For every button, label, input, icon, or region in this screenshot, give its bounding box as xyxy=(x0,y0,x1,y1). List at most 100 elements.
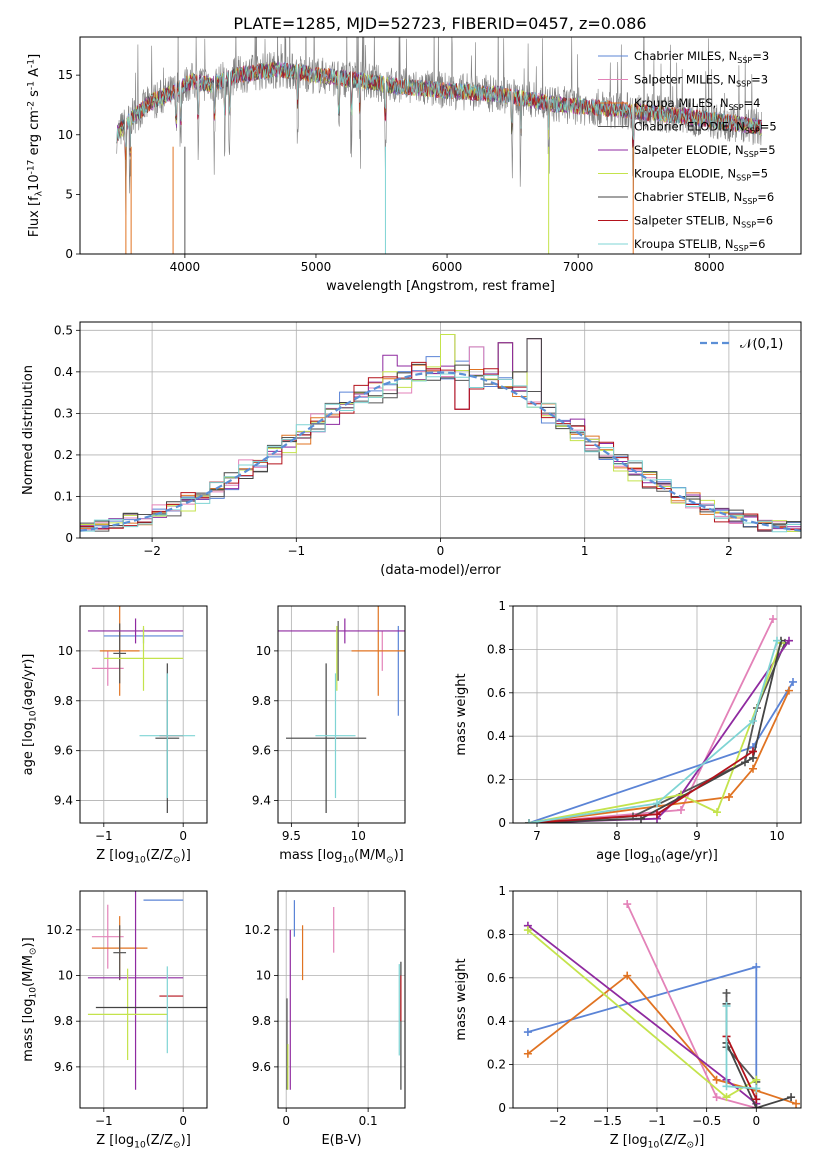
y-tick-label: 10 xyxy=(58,128,73,142)
x-axis-label: Z [log10(Z/Z⊙)] xyxy=(610,1133,705,1150)
weight-series xyxy=(523,962,761,1108)
weight-line xyxy=(527,965,758,1108)
axes-frame xyxy=(512,890,802,1109)
y-tick-label: 0.4 xyxy=(54,365,73,379)
y-tick-label: 0.5 xyxy=(54,323,73,337)
weight-series xyxy=(525,747,757,823)
weight-marker xyxy=(792,1099,801,1108)
errorbar-point xyxy=(91,904,124,969)
age-vs-mass-panel: 9.5 10 9.4 9.6 9.8 10 mass [log10(M/M⊙)] xyxy=(252,605,406,865)
y-tick-label: 10 xyxy=(256,969,271,983)
weight-marker xyxy=(677,805,685,814)
residual-histogram xyxy=(80,373,801,538)
y-tick-label: 0 xyxy=(65,531,73,545)
weight-series xyxy=(722,1002,761,1093)
axes-frame xyxy=(79,36,802,255)
weight-series xyxy=(525,638,785,823)
y-tick-label: 9.6 xyxy=(54,744,73,758)
legend-label: Chabrier MILES, NSSP=3 xyxy=(634,49,769,65)
x-tick-label: 1 xyxy=(581,544,589,558)
y-tick-label: 9.6 xyxy=(252,1060,271,1074)
y-tick-label: 0.6 xyxy=(487,971,506,985)
y-tick-label: 0.8 xyxy=(487,642,506,656)
legend-label: Salpeter ELODIE, NSSP=5 xyxy=(634,143,776,159)
weight-marker xyxy=(525,819,533,823)
y-tick-label: 0.8 xyxy=(487,927,506,941)
weight-series xyxy=(722,988,761,1086)
weight-line xyxy=(528,690,790,823)
x-tick-label: 8000 xyxy=(694,260,725,274)
weight-line xyxy=(725,1042,792,1108)
y-axis-label: mass [log10(M/M⊙)] xyxy=(21,937,38,1061)
weight-vs-age-panel: 7 8 9 10 0 0.2 0.4 0.6 0.8 1 age [log10(age/yr)] ma… xyxy=(454,599,802,865)
errorbar-point xyxy=(139,673,196,799)
age-vs-Z-panel: −1 0 9.4 9.6 9.8 10 Z [log10(Z/Z⊙)] age [log10(… xyxy=(21,605,208,865)
errorbar-point xyxy=(103,625,184,691)
y-tick-label: 9.8 xyxy=(252,1014,271,1028)
errorbar-point xyxy=(286,663,367,814)
weight-marker xyxy=(752,1104,761,1108)
age-vs-Z-plot-area xyxy=(87,606,196,814)
weight-marker xyxy=(623,971,632,980)
errorbar-point xyxy=(87,968,168,1061)
x-tick-label: −1 xyxy=(648,1114,666,1128)
y-tick-label: 9.8 xyxy=(252,694,271,708)
weight-marker xyxy=(773,636,781,645)
weight-marker xyxy=(749,747,757,756)
y-tick-label: 9.8 xyxy=(54,694,73,708)
y-tick-label: 10 xyxy=(58,644,73,658)
y-axis-label: Normed distribution xyxy=(21,365,36,495)
weight-marker xyxy=(752,1075,761,1084)
x-tick-label: −1 xyxy=(287,544,305,558)
residuals-panel: −2 −1 0 1 2 0 0.1 0.2 0.3 0.4 0.5 (data-model)/erro… xyxy=(21,321,802,578)
y-tick-label: 15 xyxy=(58,68,73,82)
weight-marker xyxy=(752,962,761,971)
weight-marker xyxy=(785,686,793,695)
mass-vs-EBV-plot-area xyxy=(286,900,402,1090)
weight-line xyxy=(528,640,778,823)
y-tick-label: 0.4 xyxy=(487,729,506,743)
weight-series xyxy=(525,636,785,823)
x-tick-label: 7 xyxy=(533,829,541,843)
errorbar-point xyxy=(91,650,124,686)
y-tick-label: 10.2 xyxy=(46,923,73,937)
x-axis-label: (data-model)/error xyxy=(380,563,501,578)
legend-label: Chabrier STELIB, NSSP=6 xyxy=(634,190,774,206)
y-tick-label: 10 xyxy=(58,969,73,983)
x-axis-label: mass [log10(M/M⊙)] xyxy=(279,848,403,865)
weight-marker xyxy=(752,1084,761,1093)
x-tick-label: 0 xyxy=(282,1114,290,1128)
residual-histogram xyxy=(80,361,801,538)
y-tick-label: 9.6 xyxy=(252,744,271,758)
y-tick-label: 0.3 xyxy=(54,406,73,420)
x-tick-label: 9 xyxy=(693,829,701,843)
weight-series xyxy=(525,677,797,823)
x-tick-label: −2 xyxy=(549,1114,567,1128)
x-tick-label: 0 xyxy=(179,1114,187,1128)
model-spectrum-line xyxy=(116,62,762,154)
y-tick-label: 0 xyxy=(498,1101,506,1115)
weight-series xyxy=(623,900,761,1108)
y-tick-label: 0 xyxy=(498,816,506,830)
errorbar-point xyxy=(113,925,127,981)
x-tick-label: 0 xyxy=(437,544,445,558)
legend-label: Kroupa MILES, NSSP=4 xyxy=(634,96,760,112)
weight-series xyxy=(525,615,777,823)
y-axis-label: mass weight xyxy=(454,958,469,1040)
errorbar-point xyxy=(351,606,405,696)
weight-marker xyxy=(785,636,793,645)
weight-marker xyxy=(523,926,532,935)
weight-marker xyxy=(653,799,661,808)
errorbar-point xyxy=(113,623,127,684)
weight-series xyxy=(523,921,761,1108)
x-tick-label: 0.1 xyxy=(359,1114,378,1128)
y-tick-label: 9.4 xyxy=(252,794,271,808)
weight-series xyxy=(525,636,781,823)
x-tick-label: 10 xyxy=(351,829,366,843)
weight-marker xyxy=(752,1095,761,1104)
y-tick-label: 0.2 xyxy=(487,1058,506,1072)
mass-vs-EBV-panel: 0 0.1 9.6 9.8 10 10.2 E(B-V) xyxy=(244,890,406,1148)
weight-marker xyxy=(749,764,757,773)
mass-vs-Z-plot-area xyxy=(87,891,207,1090)
weight-marker xyxy=(722,988,731,997)
